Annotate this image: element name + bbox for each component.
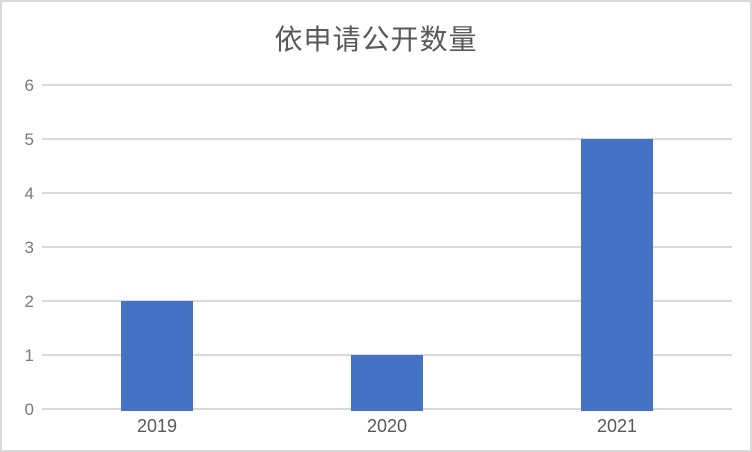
gridline bbox=[42, 192, 732, 194]
gridline bbox=[42, 246, 732, 248]
bar-2021 bbox=[581, 139, 653, 411]
gridline bbox=[42, 138, 732, 140]
y-axis-tick-label: 5 bbox=[24, 130, 34, 149]
x-axis-tick-label: 2021 bbox=[596, 416, 638, 436]
chart-title: 依申请公开数量 bbox=[274, 24, 478, 55]
y-axis-tick-label: 0 bbox=[24, 400, 34, 419]
y-axis-tick-label: 2 bbox=[24, 292, 34, 311]
y-axis-tick-label: 1 bbox=[24, 346, 34, 365]
y-axis-tick-label: 4 bbox=[24, 184, 34, 203]
gridline bbox=[42, 300, 732, 302]
bar-2019 bbox=[121, 301, 193, 411]
bar-2020 bbox=[351, 355, 423, 411]
gridline bbox=[42, 84, 732, 86]
x-axis-tick-label: 2020 bbox=[366, 416, 408, 436]
y-axis-tick-label: 6 bbox=[24, 76, 34, 95]
x-axis-tick-label: 2019 bbox=[136, 416, 178, 436]
y-axis-tick-label: 3 bbox=[24, 238, 34, 257]
